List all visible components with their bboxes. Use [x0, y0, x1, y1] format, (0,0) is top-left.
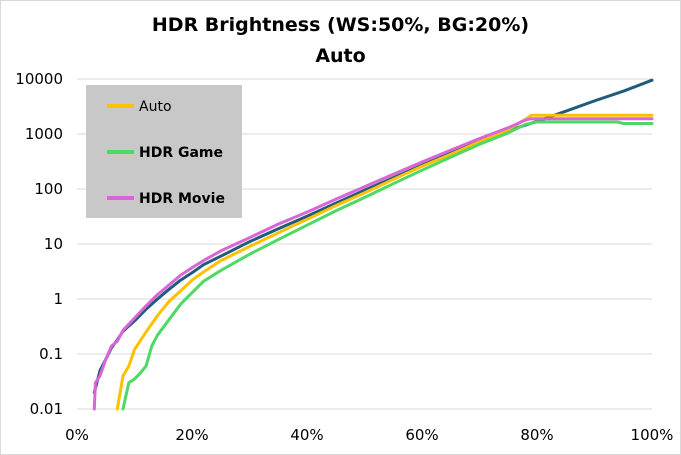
y-tick-label: 10000: [15, 70, 63, 88]
chart-subtitle: Auto: [315, 45, 366, 67]
y-tick-label: 10: [44, 235, 63, 253]
series-line-auto: [115, 113, 654, 411]
chart-title: HDR Brightness (WS:50%, BG:20%): [151, 14, 530, 36]
y-axis-ticks: 0.01 0.1 1 10 100 1000 10000: [15, 70, 63, 418]
x-tick-label: 40%: [290, 426, 323, 444]
x-tick-label: 0%: [65, 426, 89, 444]
y-tick-label: 1000: [25, 125, 63, 143]
x-tick-label: 60%: [405, 426, 438, 444]
x-tick-label: 100%: [631, 426, 674, 444]
legend: Auto HDR Game HDR Movie: [86, 85, 242, 218]
x-tick-label: 80%: [520, 426, 553, 444]
y-tick-label: 1: [53, 290, 63, 308]
legend-label: HDR Movie: [139, 191, 225, 207]
y-tick-label: 0.01: [30, 400, 63, 418]
y-tick-label: 100: [34, 180, 63, 198]
series-lines: [92, 78, 654, 411]
series-line-hdr-game: [121, 120, 654, 411]
series-line-hdr-movie: [92, 117, 654, 411]
y-tick-label: 0.1: [39, 345, 63, 363]
legend-label: HDR Game: [139, 145, 223, 161]
legend-label: Auto: [139, 99, 172, 115]
x-axis-ticks: 0% 20% 40% 60% 80% 100%: [65, 426, 673, 444]
x-tick-label: 20%: [175, 426, 208, 444]
